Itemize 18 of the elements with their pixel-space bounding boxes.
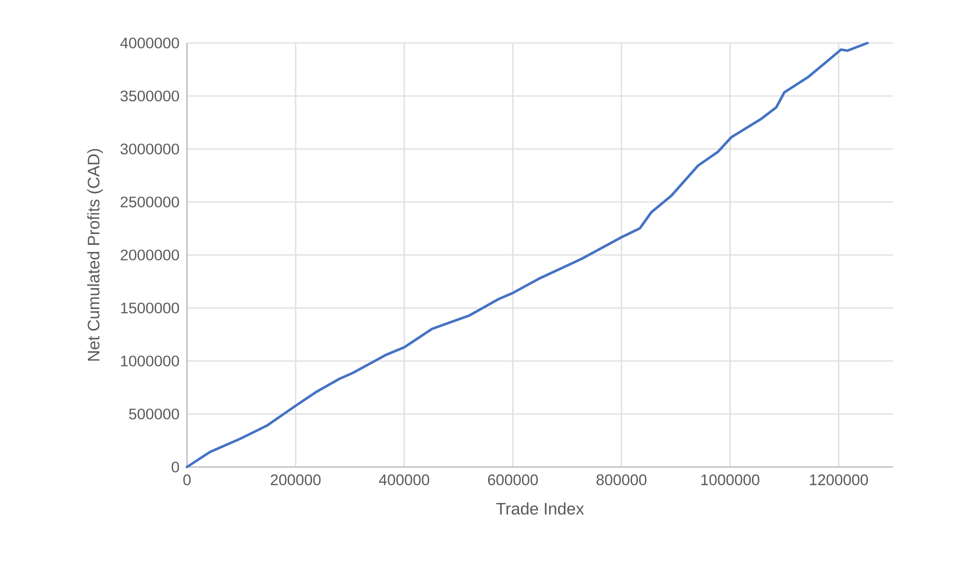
y-tick-label: 500000 bbox=[129, 408, 180, 420]
x-tick-label: 200000 bbox=[270, 474, 321, 486]
y-tick-label: 3500000 bbox=[120, 90, 180, 102]
x-tick-label: 0 bbox=[183, 474, 191, 486]
y-tick-label: 1500000 bbox=[121, 302, 180, 314]
y-tick-label: 2000000 bbox=[120, 250, 180, 260]
y-tick-label: 0 bbox=[172, 462, 180, 472]
x-tick-label: 1000000 bbox=[701, 474, 760, 486]
y-tick-label: 4000000 bbox=[120, 38, 180, 48]
y-tick-label: 3000000 bbox=[120, 144, 180, 154]
x-tick-label: 600000 bbox=[488, 474, 538, 486]
x-tick-label: 400000 bbox=[379, 474, 430, 486]
x-axis-title: Trade Index bbox=[496, 502, 584, 515]
y-tick-label: 2500000 bbox=[120, 196, 180, 208]
x-tick-label: 1200000 bbox=[810, 474, 868, 486]
y-tick-label: 1000000 bbox=[121, 356, 180, 366]
x-tick-label: 800000 bbox=[596, 474, 646, 486]
y-axis-title: Net Cumulated Profits (CAD) bbox=[87, 149, 103, 361]
